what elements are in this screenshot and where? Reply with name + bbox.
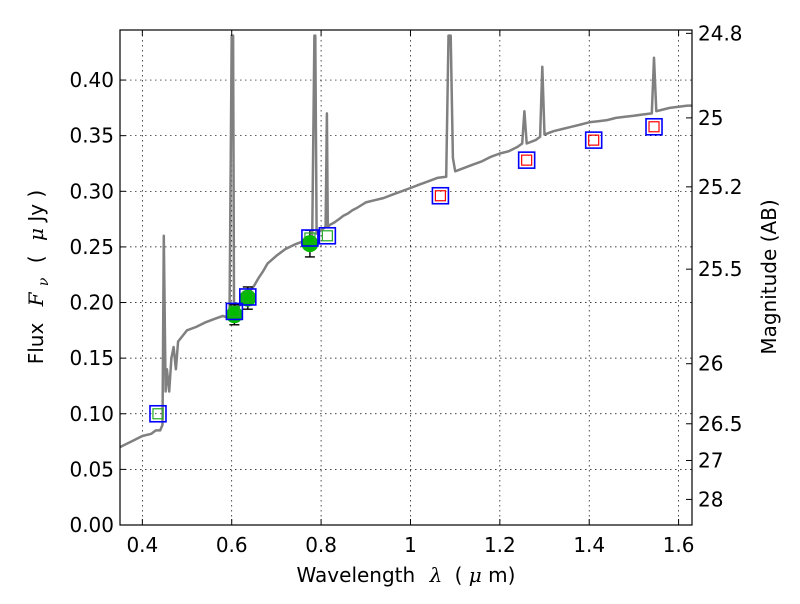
photometry-box: [517, 151, 536, 169]
y-tick-label: 0.15: [69, 346, 114, 370]
observed-point-marker: [225, 306, 243, 324]
right-tick-label: 24.8: [698, 21, 743, 45]
x-tick-label: 1.2: [484, 533, 516, 557]
photometry-box-inner: [228, 305, 240, 318]
photometry-box-outer: [239, 288, 257, 306]
photometry-box-inner: [152, 408, 164, 420]
x-tick-label: 0.6: [216, 533, 248, 557]
y-tick-label: 0.05: [69, 457, 114, 481]
photometry-box-outer: [431, 186, 450, 205]
x-axis-label-prefix: Wavelength: [297, 563, 416, 587]
y-tick-label: 0.30: [69, 179, 114, 203]
photometry-box-outer: [318, 226, 337, 245]
right-tick-label: 26.5: [698, 412, 743, 436]
photometry-box: [301, 229, 319, 247]
y-axis-label-group: Flux F ν ( μ Jy ): [24, 190, 53, 365]
y-tick-label: 0.20: [69, 291, 114, 315]
photometry-box-inner: [304, 232, 316, 244]
x-axis-label-symbol: λ: [429, 563, 443, 587]
plot-frame: [119, 29, 693, 526]
photometry-box-outer: [584, 131, 603, 149]
sed-curve: [119, 34, 692, 449]
points-layer: [225, 229, 319, 326]
right-axis-label: Magnitude (AB): [757, 199, 781, 354]
y-tick-label: 0.40: [69, 68, 114, 92]
photometry-box: [318, 226, 337, 245]
y-axis-label-unit-mu: μ: [24, 228, 48, 241]
x-tick-label: 0.8: [305, 533, 337, 557]
y-axis-label-prefix: Flux: [24, 323, 48, 365]
right-tick-label: 27: [698, 448, 723, 472]
photometry-box-inner: [434, 190, 447, 202]
photometry-box-inner: [588, 134, 600, 146]
photometry-box: [584, 131, 603, 149]
photometry-box-outer: [149, 404, 167, 423]
x-axis-label-unit-rest: m): [488, 563, 515, 587]
right-tick-label: 26: [698, 352, 723, 376]
x-axis-label-unit-mu: μ: [469, 563, 482, 587]
photometry-box: [431, 186, 450, 205]
y-axis-label: Flux F ν ( μ Jy ): [24, 190, 53, 365]
photometry-box-outer: [301, 229, 319, 247]
photometry-box-outer: [645, 117, 663, 136]
y-tick-label: 0.25: [69, 235, 114, 259]
right-tick-label: 28: [698, 487, 723, 511]
x-tick-label: 1: [404, 533, 417, 557]
sed-layer: [119, 34, 692, 449]
photometry-box-inner: [521, 154, 533, 166]
photometry-box: [149, 404, 167, 423]
y-axis-label-unit-open: (: [24, 255, 48, 263]
x-axis-label: Wavelength λ ( μ m): [297, 563, 516, 587]
x-tick-label: 1.6: [663, 533, 695, 557]
right-axis-label-group: Magnitude (AB): [757, 199, 781, 354]
y-axis-label-unit-rest: Jy ): [24, 190, 48, 224]
photometry-box-outer: [225, 302, 244, 321]
right-tick-label: 25: [698, 106, 723, 130]
y-tick-label: 0.10: [69, 402, 114, 426]
ticks-layer: 0.4 0.6 0.8 1 1.2 1.4 1.6 0.00 0.05 0.10 0.15 0.20 0…: [69, 21, 742, 557]
x-axis-label-unit-open: (: [455, 563, 463, 587]
photometry-box-outer: [517, 151, 536, 169]
photometry-box: [225, 302, 244, 321]
photometry-box-inner: [321, 230, 333, 242]
y-axis-label-subscript: ν: [36, 277, 52, 286]
boxes-layer: [149, 117, 663, 423]
y-axis-label-symbol: F: [24, 291, 48, 307]
x-tick-label: 0.4: [126, 533, 158, 557]
right-tick-label: 25.2: [698, 175, 743, 199]
grid-layer: [120, 30, 692, 526]
y-tick-label: 0.35: [69, 124, 114, 148]
x-tick-label: 1.4: [573, 533, 605, 557]
photometry-box: [239, 288, 257, 306]
photometry-box-inner: [648, 121, 660, 133]
photometry-box: [645, 117, 663, 136]
right-tick-label: 25.5: [698, 257, 743, 281]
photometry-box-inner: [242, 291, 254, 303]
y-tick-label: 0.00: [69, 513, 114, 537]
